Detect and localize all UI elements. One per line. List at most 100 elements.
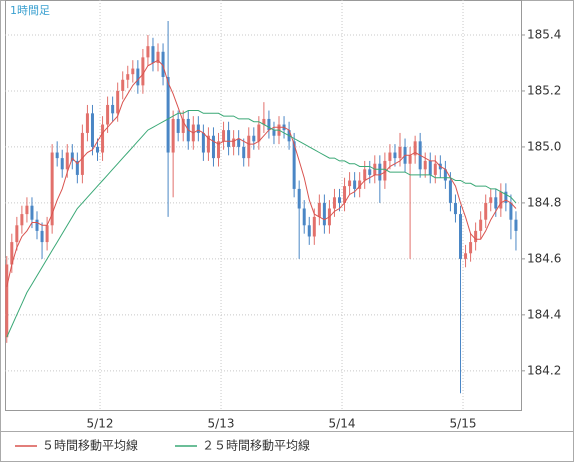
- candle-body: [70, 152, 74, 161]
- timeframe-label: 1時間足: [10, 4, 50, 17]
- candle-body: [317, 202, 321, 217]
- candle-body: [348, 180, 352, 187]
- candle-body: [242, 146, 246, 159]
- candle-body: [322, 202, 326, 226]
- candle-body: [474, 230, 478, 243]
- candle-body: [292, 141, 296, 189]
- candle-body: [423, 160, 427, 170]
- candle-body: [257, 124, 261, 142]
- candle-body: [338, 197, 342, 203]
- candle-body: [60, 158, 64, 170]
- plot-area: [5, 0, 522, 411]
- candle-body: [181, 118, 185, 133]
- candle-body: [332, 197, 336, 209]
- candle-body: [267, 118, 271, 131]
- candle-body: [206, 135, 210, 153]
- candle-body: [408, 155, 412, 164]
- candle-body: [358, 180, 362, 189]
- candle-body: [146, 46, 150, 58]
- candle-body: [237, 138, 241, 147]
- candle-body: [464, 253, 468, 259]
- candle-body: [297, 188, 301, 209]
- candle-body: [227, 130, 231, 147]
- candle-body: [131, 68, 135, 75]
- candle-body: [126, 74, 130, 80]
- candle-body: [262, 118, 266, 125]
- legend-label: ２５時間移動平均線: [202, 438, 310, 453]
- candle-body: [116, 90, 120, 114]
- candle-body: [166, 76, 170, 153]
- candle-body: [176, 118, 180, 133]
- candle-body: [388, 152, 392, 161]
- candle-body: [272, 130, 276, 136]
- candle-body: [141, 57, 145, 86]
- candle-body: [398, 146, 402, 159]
- candle-body: [201, 132, 205, 153]
- candle-body: [196, 124, 200, 133]
- candle-body: [353, 180, 357, 189]
- y-tick-label: 184.6: [527, 251, 561, 265]
- candle-body: [40, 230, 44, 243]
- candle-body: [151, 46, 155, 63]
- candle-body: [443, 169, 447, 181]
- candle-body: [10, 242, 14, 265]
- candle-body: [363, 169, 367, 181]
- candle-body: [368, 169, 372, 175]
- candle-body: [469, 242, 473, 254]
- candle-body: [101, 124, 105, 153]
- x-tick-label: 5/14: [329, 417, 356, 431]
- candle-body: [217, 141, 221, 159]
- y-tick-label: 184.2: [527, 363, 561, 377]
- candle-body: [85, 113, 89, 133]
- legend-label: ５時間移動平均線: [42, 438, 138, 453]
- candle-body: [302, 208, 306, 226]
- candle-body: [459, 214, 463, 259]
- candle-body: [494, 197, 498, 209]
- candle-body: [453, 202, 457, 215]
- moving-average-line: [6, 59, 517, 288]
- candle-body: [96, 146, 100, 153]
- x-tick-label: 5/12: [87, 417, 114, 431]
- y-tick-label: 185.2: [527, 83, 561, 97]
- candle-body: [15, 225, 19, 243]
- candle-body: [413, 141, 417, 156]
- moving-average-line: [6, 110, 517, 338]
- candle-body: [509, 202, 513, 220]
- candle-body: [65, 152, 69, 170]
- candle-body: [428, 160, 432, 175]
- candle-body: [90, 113, 94, 147]
- candle-body: [499, 191, 503, 209]
- candle-body: [312, 216, 316, 237]
- candle-body: [448, 180, 452, 203]
- candle-body: [35, 219, 39, 231]
- candle-body: [383, 160, 387, 181]
- candle-body: [171, 118, 175, 153]
- candle-body: [232, 138, 236, 147]
- candle-body: [378, 163, 382, 181]
- y-tick-label: 184.8: [527, 195, 561, 209]
- candle-body: [514, 219, 518, 231]
- candle-body: [211, 135, 215, 159]
- y-tick-label: 184.4: [527, 307, 561, 321]
- candle-body: [479, 219, 483, 231]
- candle-body: [45, 225, 49, 243]
- candle-body: [433, 163, 437, 175]
- candle-body: [50, 152, 54, 226]
- x-tick-label: 5/13: [208, 417, 235, 431]
- candle-body: [307, 225, 311, 237]
- candle-body: [393, 152, 397, 159]
- candle-body: [106, 104, 110, 125]
- candle-body: [75, 160, 79, 175]
- candle-body: [343, 186, 347, 203]
- candle-body: [25, 205, 29, 215]
- candle-body: [489, 197, 493, 203]
- candle-body: [20, 214, 24, 226]
- y-tick-label: 185.4: [527, 27, 561, 41]
- candle-body: [80, 132, 84, 175]
- candle-body: [121, 79, 125, 91]
- y-tick-label: 185.0: [527, 139, 561, 153]
- candle-body: [30, 205, 34, 220]
- candle-body: [247, 135, 251, 159]
